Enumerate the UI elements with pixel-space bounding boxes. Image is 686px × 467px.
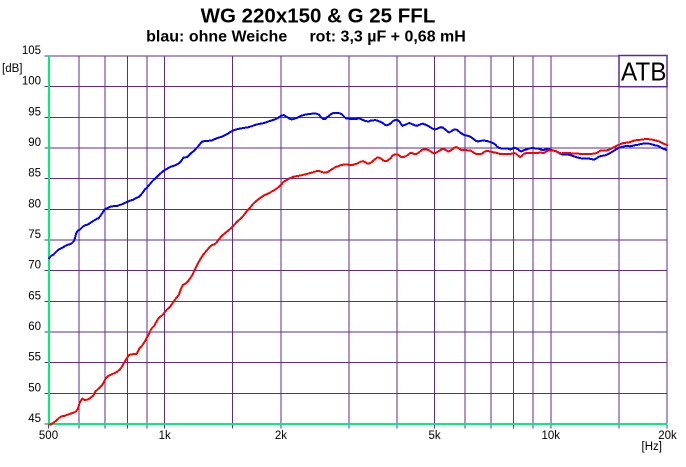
svg-text:100: 100	[22, 76, 41, 88]
svg-text:65: 65	[28, 290, 41, 302]
svg-text:45: 45	[28, 413, 41, 425]
svg-text:80: 80	[28, 198, 41, 210]
svg-text:5k: 5k	[429, 430, 441, 442]
svg-text:1k: 1k	[159, 430, 171, 442]
svg-text:[dB]: [dB]	[2, 63, 22, 75]
svg-text:ATB: ATB	[621, 57, 667, 87]
svg-text:60: 60	[28, 321, 41, 333]
svg-text:20k: 20k	[658, 430, 677, 442]
svg-text:105: 105	[22, 45, 41, 57]
svg-text:85: 85	[28, 168, 41, 180]
svg-text:500: 500	[39, 430, 58, 442]
svg-text:50: 50	[28, 382, 41, 394]
svg-text:70: 70	[28, 260, 41, 272]
svg-text:2k: 2k	[275, 430, 287, 442]
svg-text:55: 55	[28, 352, 41, 364]
svg-text:[Hz]: [Hz]	[642, 441, 662, 453]
svg-text:blau: ohne Weiche rot: 3,3: blau: ohne Weiche rot: 3,3 µF + 0,68 mH	[146, 29, 466, 46]
svg-text:WG 220x150 & G 25 FFL: WG 220x150 & G 25 FFL	[201, 5, 436, 28]
svg-text:10k: 10k	[542, 430, 561, 442]
svg-text:90: 90	[28, 137, 41, 149]
svg-text:95: 95	[28, 106, 41, 118]
svg-text:75: 75	[28, 229, 41, 241]
